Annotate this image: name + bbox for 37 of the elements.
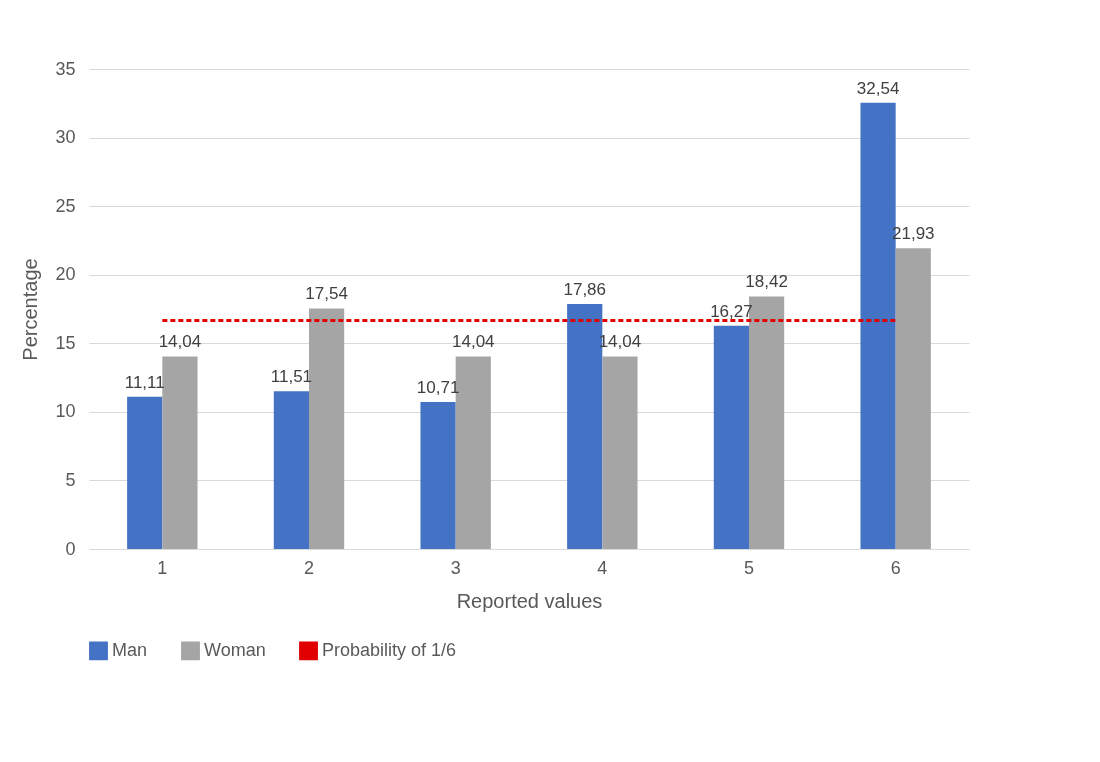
bar (895, 248, 931, 549)
y-tick-label: 35 (55, 58, 76, 79)
x-tick-label: 1 (157, 557, 168, 578)
y-axis-title: Percentage (19, 258, 42, 361)
y-tick-label: 30 (55, 127, 76, 148)
data-label: 11,51 (270, 367, 313, 387)
y-tick-label: 15 (55, 332, 76, 353)
data-label: 16,27 (710, 301, 753, 321)
x-tick-label: 6 (890, 557, 901, 578)
x-tick-label: 4 (597, 557, 608, 578)
y-tick-label: 10 (55, 401, 76, 422)
data-label: 17,54 (305, 284, 348, 304)
data-label: 14,04 (451, 332, 495, 352)
bar (273, 391, 309, 549)
data-label: 10,71 (416, 378, 460, 398)
bar (420, 402, 456, 549)
data-label: 17,86 (563, 280, 607, 300)
data-label: 14,04 (158, 332, 202, 352)
legend-label: Woman (204, 639, 266, 660)
legend-label: Probability of 1/6 (322, 639, 457, 660)
x-tick-label: 3 (450, 557, 461, 578)
bar (127, 396, 163, 549)
y-tick-label: 20 (55, 264, 76, 285)
data-label: 32,54 (856, 78, 900, 98)
data-label: 18,42 (745, 272, 788, 292)
bar (713, 325, 749, 549)
bar (309, 308, 345, 549)
x-axis-title: Reported values (456, 589, 603, 612)
y-tick-label: 25 (55, 195, 76, 216)
x-tick-label: 2 (303, 557, 315, 578)
x-tick-label: 5 (743, 557, 755, 578)
y-tick-label: 5 (65, 469, 76, 490)
bar (162, 356, 198, 549)
y-tick-label: 0 (65, 538, 76, 559)
bar (602, 356, 638, 549)
data-label: 11,11 (124, 372, 165, 392)
legend-label: Man (112, 639, 148, 660)
